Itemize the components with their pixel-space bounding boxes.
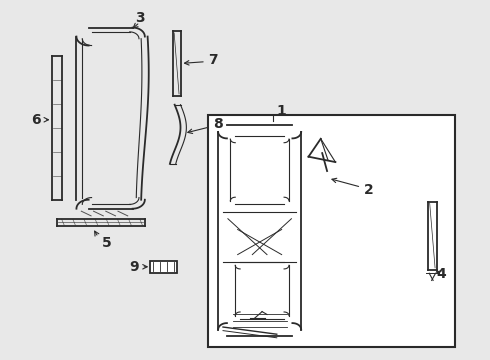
Text: 2: 2 — [364, 183, 373, 197]
Bar — [208, 116, 455, 347]
Text: 3: 3 — [135, 11, 145, 25]
Text: 8: 8 — [213, 117, 223, 131]
Text: 4: 4 — [437, 267, 446, 281]
Text: 1: 1 — [277, 104, 287, 118]
Text: 7: 7 — [208, 53, 218, 67]
Text: 5: 5 — [102, 236, 112, 250]
Text: 9: 9 — [129, 260, 138, 274]
Text: 6: 6 — [31, 113, 41, 127]
Bar — [150, 261, 176, 273]
